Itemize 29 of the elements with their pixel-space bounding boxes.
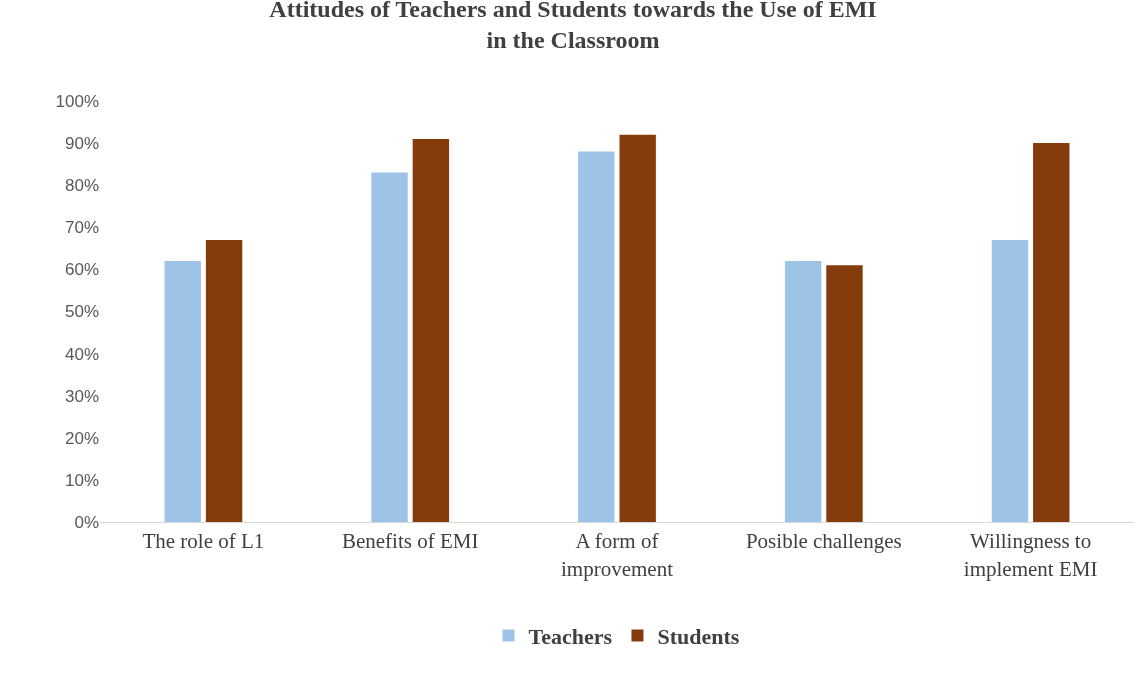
y-tick-label: 70% xyxy=(64,218,99,238)
bar xyxy=(164,260,201,522)
chart-title: Attitudes of Teachers and Students towards the Use of EMI in the Classroom xyxy=(269,0,877,54)
x-tick-label: Willingness to implement EMI xyxy=(963,529,1098,581)
legend-label: Students xyxy=(657,624,740,649)
y-tick-label: 50% xyxy=(64,302,99,322)
y-tick-label: 10% xyxy=(64,470,99,490)
bar xyxy=(1033,143,1070,522)
y-tick-label: 90% xyxy=(64,134,99,154)
y-tick-label: 30% xyxy=(64,386,99,406)
x-tick-label: Posible challenges xyxy=(745,529,902,554)
x-tick-label: A form of improvement xyxy=(561,529,674,581)
legend-label: Teachers xyxy=(528,624,613,649)
y-tick-label: 0% xyxy=(74,512,99,532)
bar xyxy=(826,265,863,522)
x-tick-label: The role of L1 xyxy=(142,529,265,554)
x-tick-label: Benefits of EMI xyxy=(341,529,479,554)
y-tick-label: 100% xyxy=(55,91,99,111)
y-tick-label: 20% xyxy=(64,428,99,448)
bar xyxy=(371,172,408,522)
y-tick-label: 80% xyxy=(64,176,99,196)
bar xyxy=(205,239,243,522)
bar xyxy=(991,239,1029,522)
bar xyxy=(784,260,822,522)
bar xyxy=(578,151,615,522)
bar xyxy=(619,134,656,522)
y-tick-label: 40% xyxy=(64,344,99,364)
bar xyxy=(412,138,450,522)
y-tick-label: 60% xyxy=(64,260,99,280)
